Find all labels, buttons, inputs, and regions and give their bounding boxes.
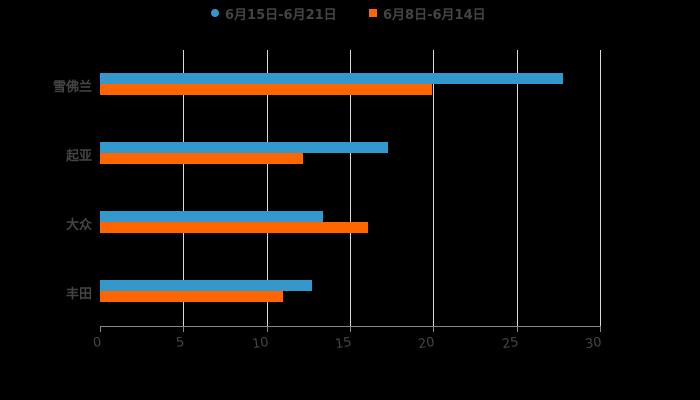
category-label: 起亚 — [65, 149, 92, 164]
category-label: 丰田 — [65, 287, 92, 302]
x-tick-label: 5 — [175, 335, 186, 352]
gridline — [350, 50, 351, 326]
x-tick — [183, 326, 185, 332]
bar-series-1[interactable] — [100, 73, 564, 84]
category-label: 雪佛兰 — [52, 80, 92, 95]
plot-area — [100, 50, 601, 326]
x-tick-label: 30 — [584, 335, 603, 353]
bar-series-2[interactable] — [100, 222, 369, 233]
x-tick-label: 20 — [417, 335, 436, 353]
x-tick-label: 0 — [92, 335, 103, 352]
x-tick-label: 25 — [500, 335, 520, 353]
category-label: 大众 — [65, 218, 92, 233]
bar-series-2[interactable] — [100, 84, 432, 95]
x-tick — [350, 326, 351, 332]
legend-item-series-2[interactable]: 6月8日-6月14日 — [369, 4, 486, 23]
gridline — [183, 50, 185, 326]
x-tick-label: 15 — [334, 335, 353, 353]
bar-series-2[interactable] — [100, 291, 284, 302]
chart-legend: 6月15日-6月21日 6月8日-6月14日 — [0, 4, 700, 23]
x-tick — [433, 326, 435, 332]
x-tick-label: 10 — [250, 335, 270, 353]
bar-series-1[interactable] — [100, 211, 324, 222]
gridline — [433, 50, 435, 326]
gridline — [516, 50, 518, 326]
x-tick — [100, 326, 101, 332]
x-tick — [516, 326, 518, 332]
legend-label: 6月15日-6月21日 — [225, 7, 337, 23]
legend-circle-icon — [211, 9, 219, 17]
x-tick — [600, 326, 601, 332]
bar-series-1[interactable] — [100, 142, 389, 153]
legend-label: 6月8日-6月14日 — [383, 7, 486, 23]
bar-series-2[interactable] — [100, 153, 304, 164]
x-tick — [266, 326, 268, 332]
gridline — [600, 50, 601, 326]
gridline — [266, 50, 268, 326]
legend-item-series-1[interactable]: 6月15日-6月21日 — [211, 4, 337, 23]
legend-square-icon — [369, 9, 377, 17]
bar-series-1[interactable] — [100, 280, 312, 291]
